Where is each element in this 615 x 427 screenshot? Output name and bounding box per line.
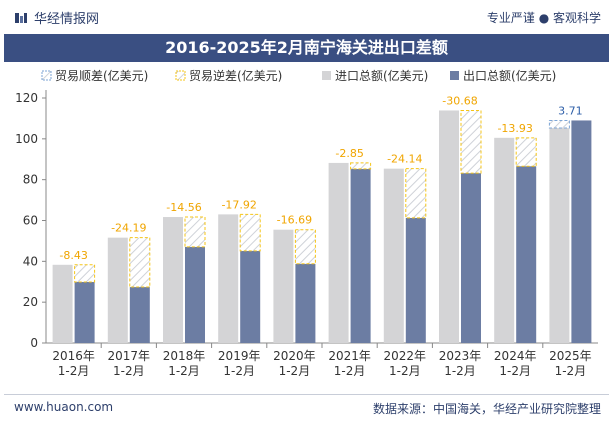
x-tick-label: 1-2月 bbox=[279, 364, 311, 378]
import-bar bbox=[218, 214, 239, 343]
deficit-bar bbox=[74, 264, 96, 283]
x-tick-label: 1-2月 bbox=[389, 364, 421, 378]
deficit-bar bbox=[239, 213, 261, 252]
y-tick-label: 60 bbox=[23, 214, 38, 228]
x-tick-label: 2024年 bbox=[494, 349, 537, 363]
axes: 0204060801001202016年1-2月2017年1-2月2018年1-… bbox=[15, 90, 598, 378]
import-bar bbox=[107, 237, 128, 343]
balance-label: -14.56 bbox=[166, 201, 201, 214]
x-tick-label: 1-2月 bbox=[555, 364, 587, 378]
deficit-bar bbox=[460, 109, 482, 174]
x-tick-label: 2017年 bbox=[108, 349, 151, 363]
footer-source: 数据来源：中国海关，华经产业研究院整理 bbox=[372, 402, 601, 416]
top-bar: 华经情报网 专业严谨 ● 客观科学 bbox=[0, 0, 615, 34]
import-bar bbox=[273, 229, 294, 343]
brand-name: 华经情报网 bbox=[34, 12, 100, 27]
x-tick-label: 1-2月 bbox=[168, 364, 200, 378]
balance-label: -8.43 bbox=[59, 249, 87, 262]
legend-label: 进口总额(亿美元) bbox=[335, 68, 428, 83]
legend-label: 出口总额(亿美元) bbox=[463, 68, 556, 83]
chart-title: 2016-2025年2月南宁海关进出口差额 bbox=[4, 34, 609, 62]
x-tick-label: 2021年 bbox=[328, 349, 371, 363]
surplus-bar bbox=[548, 119, 570, 129]
deficit-bar bbox=[405, 168, 427, 219]
bars bbox=[52, 109, 592, 343]
deficit-bar bbox=[129, 237, 151, 288]
y-tick-label: 40 bbox=[23, 254, 38, 268]
export-bar bbox=[74, 281, 95, 343]
slogan: 专业严谨 ● 客观科学 bbox=[486, 11, 601, 25]
balance-label: -13.93 bbox=[497, 122, 532, 135]
export-bar bbox=[295, 263, 316, 343]
balance-label: -17.92 bbox=[221, 198, 256, 211]
export-bar bbox=[571, 120, 592, 343]
legend-swatch-deficit bbox=[175, 70, 186, 81]
import-bar bbox=[52, 264, 73, 343]
y-tick-label: 80 bbox=[23, 173, 38, 187]
y-tick-label: 120 bbox=[15, 91, 38, 105]
import-bar bbox=[549, 128, 570, 343]
export-bar bbox=[516, 166, 537, 343]
import-bar bbox=[163, 217, 183, 343]
data-labels: -8.43 -24.19 -14.56 -17.92 -16.69 -2.85 -24.14… bbox=[59, 94, 582, 261]
x-tick-label: 1-2月 bbox=[334, 364, 366, 378]
export-bar bbox=[461, 173, 481, 343]
legend: 贸易顺差(亿美元) 贸易逆差(亿美元) 进口总额(亿美元) 出口总额(亿美元) bbox=[41, 68, 556, 83]
legend-swatch-import bbox=[322, 71, 331, 80]
chart-area: 贸易顺差(亿美元) 贸易逆差(亿美元) 进口总额(亿美元) 出口总额(亿美元) 0 20… bbox=[15, 68, 598, 378]
x-tick-label: 2025年 bbox=[549, 349, 592, 363]
import-bar bbox=[328, 162, 349, 343]
x-tick-label: 1-2月 bbox=[499, 364, 531, 378]
x-tick-label: 1-2月 bbox=[223, 364, 255, 378]
legend-swatch-export bbox=[450, 71, 459, 80]
balance-label: -2.85 bbox=[335, 147, 363, 160]
x-tick-label: 2016年 bbox=[52, 349, 95, 363]
export-bar bbox=[350, 168, 371, 343]
y-tick-label: 20 bbox=[23, 295, 38, 309]
export-bar bbox=[129, 287, 150, 343]
legend-swatch-surplus bbox=[41, 70, 52, 81]
import-bar bbox=[494, 137, 515, 343]
legend-label: 贸易顺差(亿美元) bbox=[55, 68, 148, 83]
y-tick-label: 100 bbox=[15, 132, 38, 146]
x-tick-label: 2023年 bbox=[439, 349, 482, 363]
export-bar bbox=[240, 250, 261, 343]
footer-divider bbox=[4, 394, 609, 395]
import-bar bbox=[439, 110, 459, 343]
export-bar bbox=[405, 217, 426, 343]
balance-label: -24.14 bbox=[387, 153, 422, 166]
deficit-bar bbox=[515, 137, 537, 167]
balance-label: -30.68 bbox=[442, 94, 477, 107]
deficit-bar bbox=[350, 162, 372, 170]
x-tick-label: 2022年 bbox=[384, 349, 427, 363]
legend-label: 贸易逆差(亿美元) bbox=[189, 68, 282, 83]
x-tick-label: 1-2月 bbox=[58, 364, 90, 378]
balance-label: -24.19 bbox=[111, 222, 146, 235]
x-tick-label: 1-2月 bbox=[113, 364, 145, 378]
footer-website: www.huaon.com bbox=[14, 400, 114, 414]
deficit-bar bbox=[294, 229, 316, 265]
balance-label: -16.69 bbox=[277, 214, 312, 227]
brand: 华经情报网 bbox=[14, 8, 99, 27]
x-tick-label: 1-2月 bbox=[444, 364, 476, 378]
x-tick-label: 2020年 bbox=[273, 349, 316, 363]
x-tick-label: 2019年 bbox=[218, 349, 261, 363]
export-bar bbox=[185, 246, 205, 343]
import-bar bbox=[383, 168, 404, 343]
balance-label: 3.71 bbox=[558, 104, 583, 117]
brand-logo-icon bbox=[15, 12, 27, 23]
y-tick-label: 0 bbox=[30, 336, 38, 350]
x-tick-label: 2018年 bbox=[163, 349, 206, 363]
deficit-bar bbox=[184, 216, 206, 248]
